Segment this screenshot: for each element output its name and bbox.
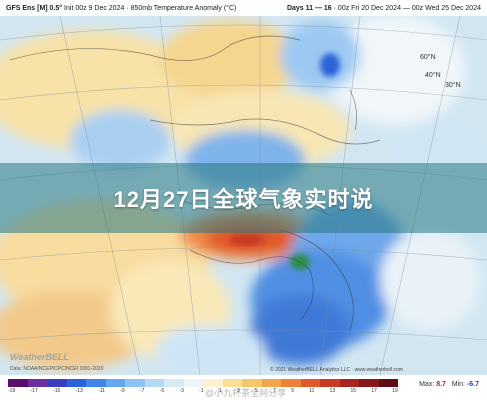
header-right: Days 11 — 16 · 00z Fri 20 Dec 2024 — 00z… [287, 5, 481, 12]
color-scale-swatch [183, 379, 203, 387]
scale-tick-label: 1 [218, 388, 222, 394]
color-scale-swatch [281, 379, 301, 387]
color-scale-swatch [203, 379, 223, 387]
scale-tick-label: 3 [236, 388, 240, 394]
weatherbell-logo: WeatherBELL [10, 352, 69, 362]
logo-data-source: Data: NOAA/NCEP/CPC/NCEI 1991-2020 [10, 366, 104, 372]
min-value: -6.7 [466, 381, 479, 388]
scale-tick-label: 13 [329, 388, 336, 394]
scale-tick-label: 19 [392, 388, 398, 394]
color-scale-swatch [339, 379, 359, 387]
color-scale-swatch [300, 379, 320, 387]
copyright-text: © 2021 WeatherBELL Analytics LLC · www.w… [270, 367, 403, 373]
color-scale [8, 379, 398, 387]
model-name: GFS Ens [M] 0.5° [6, 4, 63, 12]
scale-tick-label: -9 [120, 388, 125, 394]
min-max-readout: Max: 8.7 Min: -6.7 [419, 381, 479, 388]
scale-tick-label: 11 [309, 388, 315, 394]
scale-tick-label: 7 [273, 388, 276, 394]
color-scale-swatch [261, 379, 281, 387]
color-scale-swatch [164, 379, 184, 387]
color-scale-swatch [320, 379, 340, 387]
title-banner: 12月27日全球气象实时说 [0, 163, 487, 233]
color-scale-swatch [8, 379, 28, 387]
scale-tick-label: -19 [8, 388, 16, 394]
color-scale-swatch [27, 379, 47, 387]
latitude-label-40n: 40°N [425, 72, 441, 79]
scale-tick-label: -15 [53, 388, 61, 394]
color-scale-swatch [86, 379, 106, 387]
watermark-text: @小九杯茶全网分享 [205, 388, 287, 398]
legend-bar: -19 -17 -15 -13 -11 -9 -7 -5 -3 -1 1 3 5 7 9 11 13 15 17 19… [0, 375, 487, 400]
color-scale-swatch [144, 379, 164, 387]
color-scale-swatch [378, 379, 398, 387]
color-scale-swatch [66, 379, 86, 387]
header-init-info: Init 00z 9 Dec 2024 · 850mb Temperature … [64, 4, 237, 12]
scale-tick-label: -13 [75, 388, 83, 394]
max-label: Max: [419, 381, 437, 388]
max-value: 8.7 [436, 381, 446, 388]
scale-tick-label: -1 [199, 388, 204, 394]
scale-tick-label: -3 [179, 388, 184, 394]
color-scale-swatch [105, 379, 125, 387]
latitude-label-60n: 60°N [420, 54, 436, 61]
color-scale-swatch [242, 379, 262, 387]
valid-period: · 00z Fri 20 Dec 2024 — 00z Wed 25 Dec 2… [331, 4, 481, 12]
scale-tick-label: -5 [159, 388, 165, 394]
forecast-days: Days 11 — 16 [286, 4, 332, 12]
map-header: GFS Ens [M] 0.5° Init 00z 9 Dec 2024 · 8… [0, 0, 487, 16]
scale-ticks: -19 -17 -15 -13 -11 -9 -7 -5 -3 -1 1 3 5 7 9 11 13 15 17 19 [8, 388, 398, 394]
banner-title: 12月27日全球气象实时说 [113, 187, 374, 212]
color-scale-swatch [359, 379, 379, 387]
scale-tick-label: -17 [30, 388, 38, 394]
scale-tick-label: 9 [291, 388, 294, 394]
scale-tick-label: 15 [350, 388, 357, 394]
scale-tick-label: 5 [255, 388, 258, 394]
scale-tick-label: 17 [371, 388, 377, 394]
min-label: Min: [451, 381, 467, 388]
latitude-label-30n: 30°N [445, 82, 461, 89]
color-scale-swatch [47, 379, 67, 387]
color-scale-swatch [222, 379, 242, 387]
color-scale-swatch [125, 379, 145, 387]
scale-tick-label: -7 [139, 388, 145, 394]
scale-tick-label: -11 [98, 388, 105, 394]
header-left: GFS Ens [M] 0.5° Init 00z 9 Dec 2024 · 8… [6, 5, 236, 12]
